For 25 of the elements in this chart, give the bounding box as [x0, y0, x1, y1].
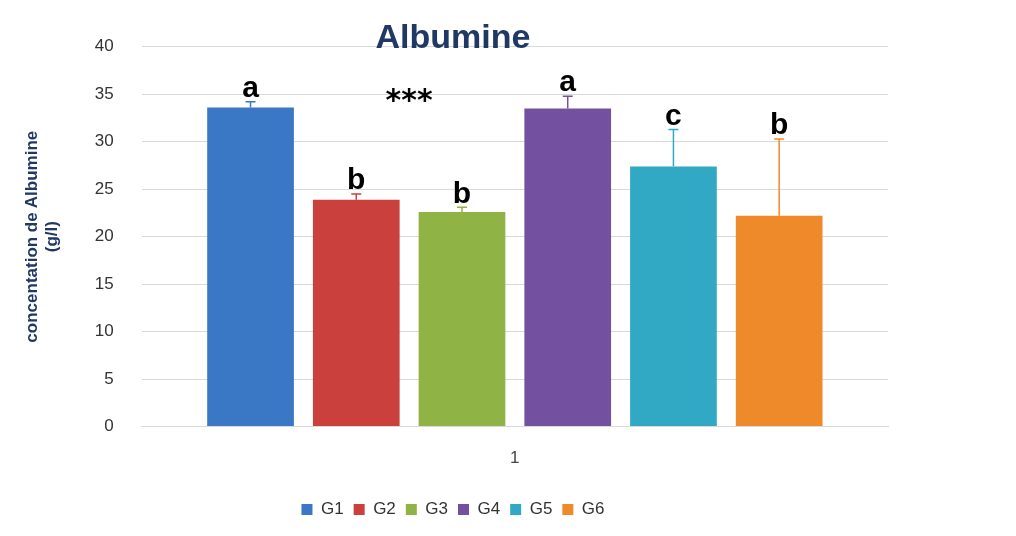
y-tick-label: 5 [104, 368, 114, 388]
data-label: a [559, 64, 577, 98]
data-label: b [452, 175, 472, 209]
legend-label: G6 [581, 499, 605, 519]
annotation: *** [385, 82, 433, 118]
chart-title: Albumine [375, 16, 531, 55]
data-label: c [665, 97, 682, 131]
legend-label: G3 [425, 499, 449, 519]
y-tick-label: 30 [94, 131, 114, 151]
legend-label: G2 [373, 499, 396, 519]
legend-label: G1 [320, 499, 344, 519]
legend-label: G5 [529, 499, 553, 519]
y-tick-label: 15 [94, 273, 114, 293]
x-tick-label: 1 [510, 448, 520, 468]
y-tick-label: 35 [94, 83, 114, 103]
y-tick-label: 0 [104, 416, 114, 436]
y-axis-title: concentation de Albumine (g/l) [21, 130, 62, 343]
legend-label: G4 [477, 499, 501, 519]
y-tick-label: 10 [94, 321, 114, 341]
y-tick-label: 25 [94, 178, 114, 198]
data-label: b [347, 162, 366, 196]
data-label: a [242, 70, 260, 104]
data-label: b [770, 107, 789, 141]
y-tick-label: 20 [94, 226, 114, 246]
y-tick-label: 40 [94, 36, 114, 56]
